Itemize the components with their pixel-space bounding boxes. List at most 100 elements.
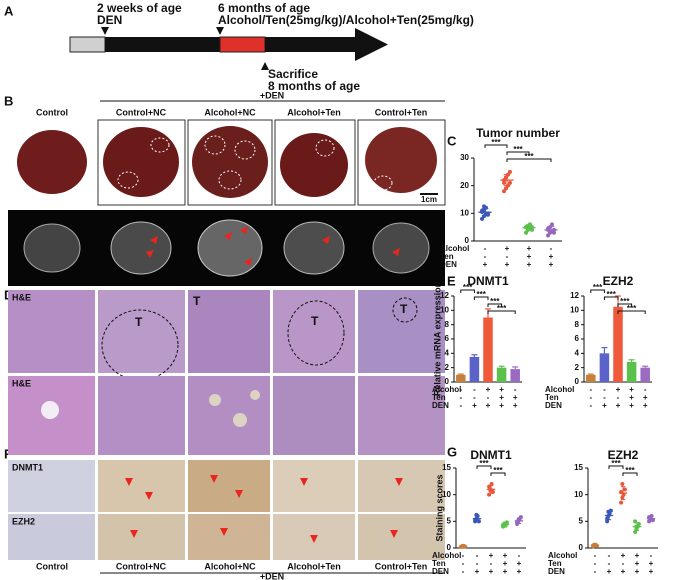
arrow bbox=[210, 475, 218, 483]
significance-bracket bbox=[460, 289, 475, 293]
arrow bbox=[235, 490, 243, 498]
condition-sign: - bbox=[462, 551, 465, 560]
condition-sign: - bbox=[484, 252, 487, 261]
arrow bbox=[390, 530, 398, 538]
condition-sign: + bbox=[489, 551, 494, 560]
data-point bbox=[606, 509, 611, 514]
y-tick-label: 10 bbox=[440, 305, 449, 314]
condition-sign: - bbox=[490, 559, 493, 568]
group-label: Control bbox=[36, 561, 68, 571]
condition-label: Alcohol bbox=[432, 385, 461, 394]
arrow bbox=[300, 478, 308, 486]
condition-label: DEN bbox=[548, 567, 565, 576]
timeline-label: Alcohol/Ten(25mg/kg)/Alcohol+Ten(25mg/kg… bbox=[218, 13, 474, 27]
y-tick-label: 0 bbox=[465, 236, 470, 245]
data-point bbox=[480, 216, 485, 221]
arrow bbox=[240, 226, 248, 234]
he-image bbox=[8, 290, 95, 373]
chart-title: DNMT1 bbox=[467, 274, 509, 288]
tumor-outline bbox=[218, 170, 242, 190]
arrow bbox=[322, 236, 330, 244]
condition-sign: + bbox=[643, 393, 648, 402]
significance-label: *** bbox=[497, 304, 507, 313]
significance-bracket bbox=[608, 465, 624, 469]
data-point bbox=[546, 233, 551, 238]
mri-slice bbox=[110, 221, 172, 275]
bar bbox=[483, 317, 493, 382]
panel-letter: G bbox=[447, 444, 457, 459]
tumor-outline bbox=[287, 300, 345, 366]
liver bbox=[365, 127, 437, 193]
data-point bbox=[620, 482, 625, 486]
condition-sign: + bbox=[513, 401, 518, 410]
condition-sign: - bbox=[594, 567, 597, 576]
data-point bbox=[489, 482, 494, 486]
data-point bbox=[524, 230, 529, 235]
he-images bbox=[8, 290, 445, 455]
ihc-image bbox=[188, 460, 270, 512]
condition-sign: + bbox=[635, 551, 640, 560]
arrow bbox=[392, 248, 400, 256]
significance-label: *** bbox=[477, 290, 487, 299]
significance-bracket bbox=[473, 296, 489, 300]
arrow bbox=[125, 478, 133, 486]
ihc-images bbox=[8, 460, 445, 560]
condition-sign: + bbox=[616, 401, 621, 410]
liver bbox=[103, 127, 179, 197]
group-label: Control+NC bbox=[116, 561, 167, 571]
condition-sign: + bbox=[517, 567, 522, 576]
condition-sign: + bbox=[635, 567, 640, 576]
condition-sign: + bbox=[621, 567, 626, 576]
panel-letter: C bbox=[447, 133, 457, 148]
he-image bbox=[188, 290, 270, 373]
condition-sign: + bbox=[486, 385, 491, 394]
significance-label: *** bbox=[490, 297, 500, 306]
significance-label: *** bbox=[524, 152, 534, 161]
timeline-label: Sacrifice bbox=[268, 67, 318, 81]
y-tick-label: 20 bbox=[460, 181, 469, 190]
significance-label: *** bbox=[611, 459, 621, 468]
data-point bbox=[622, 487, 627, 492]
tumor-label: T bbox=[135, 315, 143, 329]
condition-sign: - bbox=[622, 559, 625, 568]
condition-sign: + bbox=[602, 401, 607, 410]
significance-bracket bbox=[622, 472, 638, 476]
y-tick-label: 12 bbox=[440, 291, 449, 300]
significance-bracket bbox=[603, 296, 619, 300]
significance-bracket bbox=[617, 303, 633, 307]
condition-sign: + bbox=[649, 559, 654, 568]
arrow bbox=[244, 258, 252, 266]
condition-sign: + bbox=[517, 559, 522, 568]
tumor-outline bbox=[150, 137, 170, 153]
panel-letter: B bbox=[4, 93, 13, 108]
condition-sign: + bbox=[489, 567, 494, 576]
scale-label: 1cm bbox=[421, 195, 437, 204]
mri-row bbox=[8, 210, 445, 286]
condition-sign: - bbox=[459, 385, 462, 394]
ihc-image bbox=[358, 514, 445, 560]
data-point bbox=[633, 519, 638, 524]
condition-sign: - bbox=[473, 393, 476, 402]
condition-sign: + bbox=[486, 401, 491, 410]
y-tick-label: 0 bbox=[447, 543, 452, 552]
timeline-segment bbox=[265, 37, 355, 52]
y-tick-label: 10 bbox=[442, 490, 451, 499]
condition-label: Alcohol bbox=[440, 244, 469, 253]
condition-sign: + bbox=[607, 567, 612, 576]
lipid-droplet bbox=[233, 413, 247, 427]
bar bbox=[586, 374, 596, 382]
y-axis-label: Relative mRNA expression bbox=[432, 282, 442, 396]
arrow bbox=[150, 236, 158, 244]
condition-sign: + bbox=[503, 567, 508, 576]
data-point bbox=[502, 189, 507, 194]
condition-sign: - bbox=[506, 252, 509, 261]
condition-label: DEN bbox=[545, 401, 562, 410]
den-label: +DEN bbox=[260, 571, 284, 580]
significance-bracket bbox=[487, 303, 503, 307]
data-point bbox=[502, 180, 507, 185]
bar bbox=[626, 361, 637, 382]
significance-label: *** bbox=[607, 290, 617, 299]
condition-sign: + bbox=[629, 385, 634, 394]
significance-bracket bbox=[506, 158, 552, 162]
